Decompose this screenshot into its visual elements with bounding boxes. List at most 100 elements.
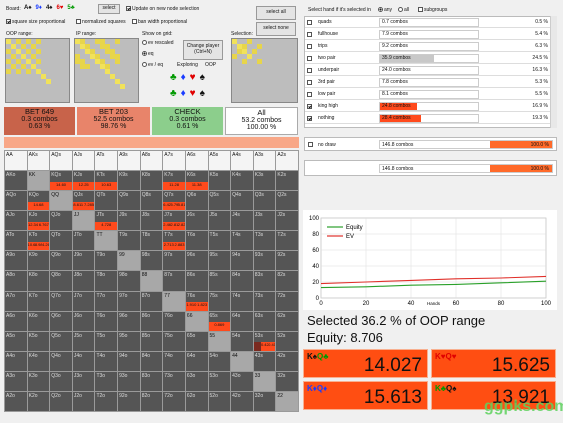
hand-cell[interactable]: 32s [276,371,298,391]
hand-category-row[interactable]: low pair 8.1 combos 5.5 % [305,89,550,100]
hand-cell[interactable]: Q6o [50,311,72,331]
hand-cell[interactable]: A8s [140,151,163,171]
eq-radio[interactable] [142,51,147,57]
hand-cell[interactable]: 96o [118,311,140,331]
hand-cell[interactable]: 86o [140,311,163,331]
eq-option[interactable]: eq [142,51,154,57]
hand-cell[interactable]: 52s [276,331,298,351]
combo-box[interactable]: K♠Q♣ 14.027 [303,349,428,378]
hand-cell[interactable]: J8s [140,211,163,231]
hand-category-checkbox[interactable] [307,32,312,37]
hand-category-checkbox[interactable] [307,104,312,109]
hand-cell[interactable]: J6o [72,311,95,331]
hand-cell[interactable]: KQs 14.60 [50,171,72,191]
hand-cell[interactable]: Q7s 6.4235.7995.818 [163,191,185,211]
suit-icon[interactable]: ♣ [170,72,181,83]
ev-eq-radio[interactable] [142,62,147,68]
hand-category-row[interactable]: two pair 35.9 combos 24.5 % [305,53,550,64]
hand-cell[interactable]: T4s [231,231,253,251]
hand-cell[interactable]: KQo 14.68 [27,191,50,211]
hand-category-row[interactable]: king high 24.8 combos 16.9 % [305,101,550,112]
hand-category-checkbox[interactable] [307,20,312,25]
hand-cell[interactable]: 85o [140,331,163,351]
hand-cell[interactable]: 62o [185,391,208,411]
hand-cell[interactable]: ATo [5,231,27,251]
hand-cell[interactable]: KTo 10.698.9894.269 [27,231,50,251]
hand-cell[interactable]: T7o [95,291,118,311]
hand-cell[interactable]: T9o [95,251,118,271]
hand-cell[interactable]: 88 [140,271,163,291]
hand-cell[interactable]: T5o [95,331,118,351]
hand-cell[interactable]: 74s [231,291,253,311]
hand-cell[interactable]: A9o [5,251,27,271]
hand-cell[interactable]: 83s [253,271,276,291]
hand-cell[interactable]: 84o [140,351,163,371]
hand-cell[interactable]: 75o [163,331,185,351]
hand-cell[interactable]: 42s [276,351,298,371]
hand-cell[interactable]: 97o [118,291,140,311]
hand-cell[interactable]: 93o [118,371,140,391]
combo-box[interactable]: K♥Q♥ 15.625 [431,349,556,378]
hand-cell[interactable]: 55 [208,331,231,351]
hand-cell[interactable]: 76s 1.910 1.823 [185,291,208,311]
hand-cell[interactable]: J6s [185,211,208,231]
hand-cell[interactable]: A6s [185,151,208,171]
hand-cell[interactable]: J8o [72,271,95,291]
hand-cell[interactable]: JTo [72,231,95,251]
hand-cell[interactable]: AQo [5,191,27,211]
hand-category-checkbox[interactable] [307,44,312,49]
suit-icon[interactable]: ♦ [180,72,190,83]
hand-cell[interactable]: A7s [163,151,185,171]
hand-cell[interactable]: A5o [5,331,27,351]
hand-cell[interactable]: J7s 2.4662.8142.823 [163,211,185,231]
hand-cell[interactable]: 43o [231,371,253,391]
change-player-button[interactable]: Change player (Ctrl+N) [183,40,223,60]
hand-cell[interactable]: 94s [231,251,253,271]
hand-cell[interactable]: 32o [253,391,276,411]
hand-cell[interactable]: 85s [208,271,231,291]
hand-cell[interactable]: J9o [72,251,95,271]
hand-cell[interactable]: 98o [118,271,140,291]
hand-cell[interactable]: T5s [208,231,231,251]
hand-cell[interactable]: T6o [95,311,118,331]
ban-width-checkbox[interactable] [132,19,137,25]
hand-cell[interactable]: 96s [185,251,208,271]
suit-icon[interactable]: ♣ [170,88,181,99]
hand-cell[interactable]: 92o [118,391,140,411]
hand-cell[interactable]: 75s [208,291,231,311]
select-all-button[interactable]: select all [256,6,296,20]
hand-cell[interactable]: J3o [72,371,95,391]
update-checkbox[interactable] [126,6,131,12]
summary-bet-small[interactable]: BET 203 52.5 combos 98.76 % [77,107,150,135]
hand-category-row[interactable]: fullhouse 7.9 combos 5.4 % [305,29,550,40]
hand-cell[interactable]: 77 [163,291,185,311]
hand-cell[interactable]: A7o [5,291,27,311]
hand-cell[interactable]: AA [5,151,27,171]
hand-cell[interactable]: T8s [140,231,163,251]
hand-cell[interactable]: A4s [231,151,253,171]
hand-cell[interactable]: T3o [95,371,118,391]
hand-cell[interactable]: 84s [231,271,253,291]
hand-cell[interactable]: T2o [95,391,118,411]
all-radio[interactable] [398,7,403,13]
hand-cell[interactable]: Q2s [276,191,298,211]
hand-cell[interactable]: 22 [276,391,298,411]
hand-cell[interactable]: 63o [185,371,208,391]
hand-cell[interactable]: K4s [231,171,253,191]
hand-cell[interactable]: JJ [72,211,95,231]
hand-cell[interactable]: A3o [5,371,27,391]
hand-cell[interactable]: QQ [50,191,72,211]
hand-cell[interactable]: J9s [118,211,140,231]
suit-icon[interactable]: ♦ [180,88,190,99]
hand-cell[interactable]: K8o [27,271,50,291]
any-radio[interactable] [378,7,383,13]
square-prop-option[interactable]: square size proportional [6,19,65,25]
hand-cell[interactable]: QJs 8.611 7.285 [72,191,95,211]
hand-cell[interactable]: 65o [185,331,208,351]
hand-cell[interactable]: J2o [72,391,95,411]
hand-cell[interactable]: 73o [163,371,185,391]
hand-cell[interactable]: A8o [5,271,27,291]
hand-cell[interactable]: J7o [72,291,95,311]
hand-cell[interactable]: 53s 0.4210.418 [253,331,276,351]
hand-cell[interactable]: 53o [208,371,231,391]
